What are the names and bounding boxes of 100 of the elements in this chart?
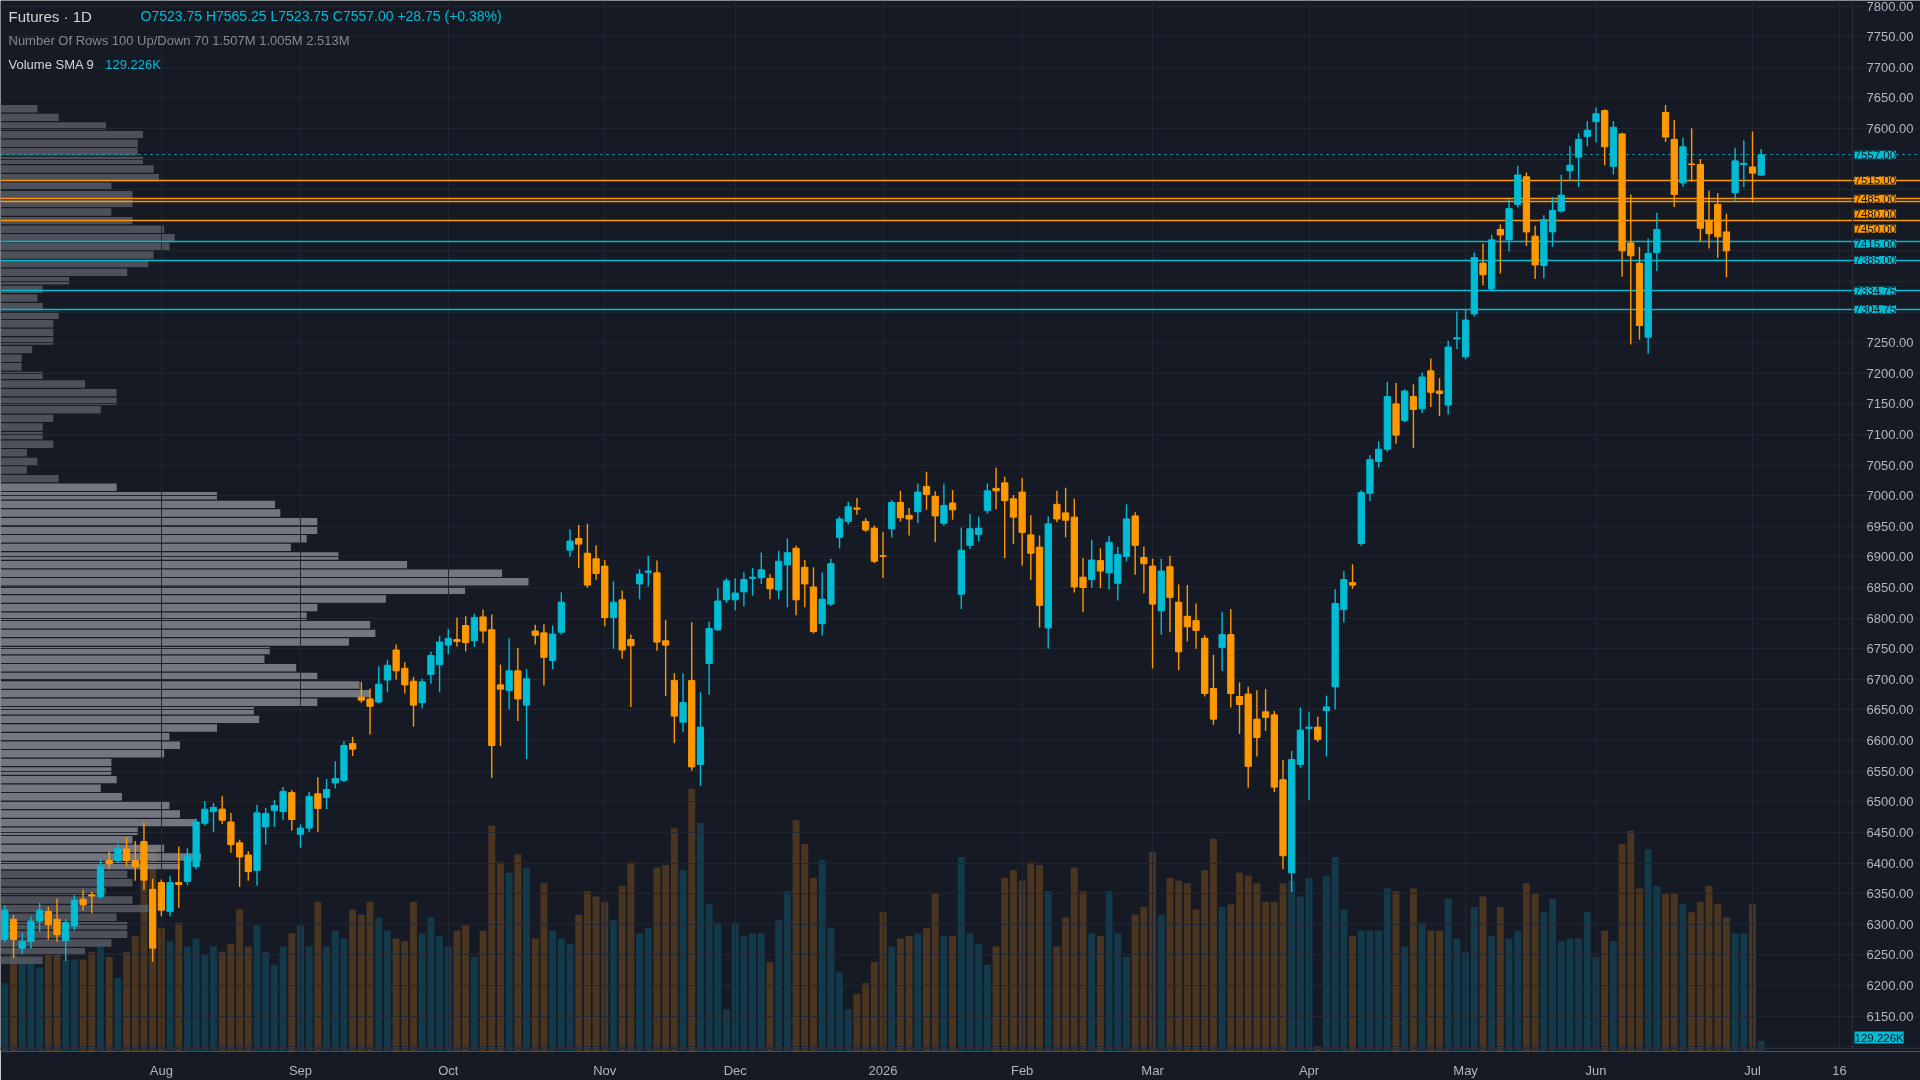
bar	[1540, 912, 1548, 1052]
y-tick-label: 7250.00	[1866, 335, 1914, 351]
bar	[1236, 872, 1243, 1052]
bar	[723, 1009, 730, 1052]
candlestick	[444, 629, 452, 655]
ref-line-label: 7385.00	[1854, 254, 1897, 267]
candlestick	[314, 777, 322, 832]
bar	[1349, 935, 1357, 1052]
x-tick-label: Nov	[593, 1062, 617, 1078]
y-tick-label: 7050.00	[1866, 457, 1914, 473]
candlestick	[983, 483, 991, 514]
bar	[1262, 901, 1270, 1052]
candlestick	[679, 673, 687, 733]
candlestick	[922, 471, 931, 510]
bar	[1044, 891, 1052, 1052]
bar	[1609, 941, 1617, 1052]
bar	[349, 909, 357, 1052]
annotation: 129.226K	[105, 56, 162, 72]
bar	[1679, 904, 1687, 1052]
bar	[749, 933, 757, 1052]
bar	[0, 105, 38, 113]
bar	[1123, 956, 1130, 1052]
x-tick-label: Oct	[438, 1062, 459, 1078]
candlestick	[609, 581, 618, 649]
bar	[1409, 888, 1417, 1052]
ref-line-label: 7334.75	[1854, 284, 1897, 297]
bar	[244, 946, 252, 1052]
bar	[314, 901, 322, 1052]
bar	[210, 946, 217, 1052]
y-tick-label: 6850.00	[1866, 580, 1914, 596]
bar	[583, 891, 591, 1052]
ref-line-label: 7515.00	[1854, 174, 1897, 187]
bar	[575, 914, 583, 1052]
candlestick	[1261, 689, 1270, 731]
bar	[1096, 935, 1104, 1052]
ref-line-label: 7450.00	[1854, 222, 1897, 235]
candlestick	[644, 555, 652, 587]
bar	[1722, 917, 1730, 1052]
y-tick-label: 6900.00	[1866, 549, 1914, 565]
candlestick	[175, 846, 183, 908]
bar	[505, 872, 513, 1052]
bar	[870, 962, 878, 1052]
ref-line-label: 7304.75	[1854, 303, 1897, 316]
candlestick	[1592, 107, 1600, 143]
bar	[1688, 912, 1696, 1052]
bar	[1436, 930, 1443, 1052]
candlestick	[1140, 546, 1148, 594]
candlestick	[948, 490, 957, 520]
bar	[1696, 901, 1704, 1052]
bar	[644, 928, 652, 1052]
y-tick-label: 6500.00	[1866, 794, 1914, 810]
candlestick	[322, 779, 331, 810]
candlestick	[766, 574, 774, 600]
bar	[1636, 888, 1643, 1052]
candlestick	[783, 538, 792, 608]
bar	[1036, 864, 1044, 1052]
y-tick-label: 7700.00	[1866, 59, 1914, 75]
y-tick-label: 7200.00	[1866, 365, 1914, 381]
y-tick-label: 6150.00	[1866, 1008, 1914, 1024]
candlestick	[1305, 711, 1313, 801]
ref-line-label: 7557.00	[1854, 148, 1897, 161]
candlestick	[914, 483, 922, 524]
bar	[1183, 883, 1191, 1052]
bar	[105, 956, 113, 1052]
candlestick	[88, 891, 96, 914]
bar	[1479, 896, 1487, 1052]
bar	[1496, 906, 1504, 1052]
bar	[123, 951, 131, 1052]
bar	[1227, 904, 1235, 1052]
text: O7523.75 H7565.25 L7523.75 C7557.00 +28.75 (+0.38%)	[140, 8, 502, 25]
candlestick	[931, 491, 939, 543]
bar	[1166, 878, 1174, 1052]
y-tick-label: 7600.00	[1866, 120, 1914, 136]
y-tick-label: 6600.00	[1866, 733, 1914, 749]
bar	[366, 901, 374, 1052]
y-tick-label: 6550.00	[1866, 763, 1914, 779]
bar	[357, 914, 365, 1052]
bar	[1175, 880, 1183, 1052]
bar	[462, 925, 470, 1052]
bar	[1522, 883, 1530, 1052]
bar	[1575, 938, 1583, 1052]
bar	[653, 867, 661, 1052]
bar	[166, 941, 174, 1052]
bar	[70, 959, 78, 1052]
bar	[262, 951, 270, 1052]
bar	[983, 964, 991, 1052]
y-tick-label: 6950.00	[1866, 518, 1914, 534]
bar	[183, 946, 191, 1052]
text: Futures · 1D	[8, 7, 93, 25]
bar	[1288, 880, 1296, 1052]
bar	[757, 933, 765, 1052]
bar	[1053, 946, 1061, 1052]
bar	[1375, 930, 1383, 1052]
bar	[844, 1009, 852, 1052]
bar	[0, 956, 43, 964]
bar	[1383, 888, 1391, 1052]
y-tick-label: 7650.00	[1866, 90, 1914, 106]
bar	[305, 946, 313, 1052]
y-tick-label: 6750.00	[1866, 641, 1914, 657]
x-tick-label: Aug	[149, 1062, 173, 1078]
